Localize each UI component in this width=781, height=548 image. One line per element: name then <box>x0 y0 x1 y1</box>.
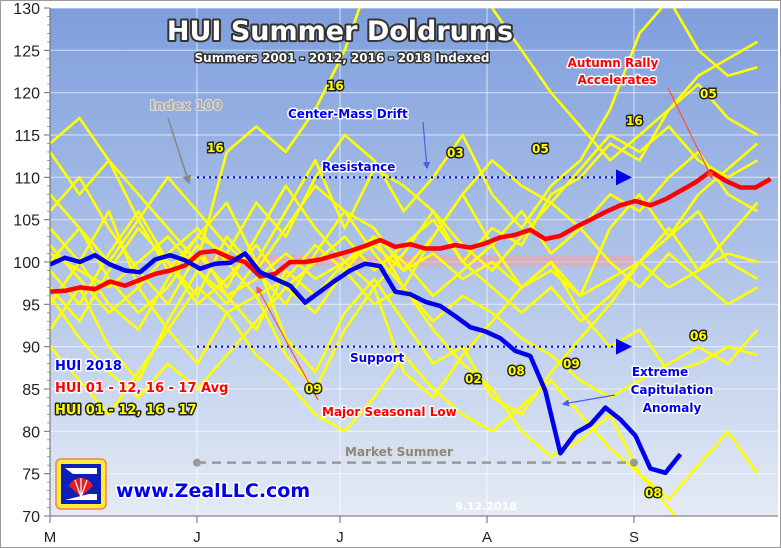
zeal-logo <box>55 458 107 510</box>
capitulation-label-line2: Capitulation <box>631 383 714 397</box>
legend-hui-years: HUI 01 - 12, 16 - 17 <box>55 403 197 418</box>
chart-subtitle: Summers 2001 - 2012, 2016 - 2018 Indexed <box>195 51 490 65</box>
y-tick-label: 130 <box>13 1 40 18</box>
y-tick-label: 70 <box>22 509 40 526</box>
hui-avg-line <box>50 169 772 294</box>
year-label: 05 <box>532 142 549 156</box>
hui-year-line <box>50 209 759 399</box>
major-low-arrow <box>256 285 319 401</box>
market-summer-start-dot <box>193 458 201 467</box>
year-label: 09 <box>305 382 322 396</box>
major-low-label: Major Seasonal Low <box>322 405 457 419</box>
y-tick-label: 95 <box>22 297 40 314</box>
y-tick-label: 105 <box>13 213 40 230</box>
market-summer-end-dot <box>630 458 638 467</box>
year-label: 16 <box>207 141 224 155</box>
y-tick-label: 100 <box>13 255 40 272</box>
y-tick-label: 125 <box>13 43 40 60</box>
level-lines <box>193 169 638 467</box>
x-tick-label: J <box>193 529 201 546</box>
main-series <box>50 169 772 476</box>
year-label: 09 <box>563 357 580 371</box>
year-label: 05 <box>700 87 717 101</box>
year-label: 16 <box>626 114 643 128</box>
y-tick-label: 115 <box>14 128 40 145</box>
legend-hui-2018: HUI 2018 <box>55 359 122 374</box>
y-tick-label: 85 <box>22 382 40 399</box>
date-stamp: 9.12.2018 <box>455 500 517 513</box>
hui-2018-line <box>50 251 683 476</box>
year-labels: 16 16 03 05 16 05 02 08 09 09 06 08 <box>206 78 719 502</box>
y-tick-label: 75 <box>22 467 40 484</box>
hui-year-line <box>50 286 759 501</box>
autumn-rally-arrow <box>667 87 713 180</box>
resistance-label: Resistance <box>322 160 395 174</box>
year-label: 03 <box>447 146 464 160</box>
support-label: Support <box>350 351 405 365</box>
index-100-band <box>197 255 634 266</box>
year-label: 08 <box>508 364 525 378</box>
year-label: 02 <box>465 372 482 386</box>
year-label: 16 <box>327 79 344 93</box>
hui-year-line <box>50 150 759 306</box>
center-mass-drift-label: Center-Mass Drift <box>288 107 408 121</box>
y-tick-label: 80 <box>22 424 40 441</box>
x-tick-label: M <box>44 529 57 546</box>
autumn-rally-label-line2: Accelerates <box>578 73 657 87</box>
capitulation-arrow <box>561 394 616 407</box>
hui-year-line <box>50 235 758 298</box>
legend-hui-avg: HUI 01 - 12, 16 - 17 Avg <box>55 381 228 396</box>
year-label: 08 <box>645 486 662 500</box>
chart-title: HUI Summer Doldrums <box>167 16 513 47</box>
index-100-label: Index 100 <box>150 99 222 114</box>
market-summer-label: Market Summer <box>345 445 453 459</box>
index-100-arrow <box>167 117 191 185</box>
hui-year-line <box>50 8 759 264</box>
year-label: 06 <box>690 329 707 343</box>
hui-year-line <box>50 8 758 331</box>
website-link[interactable]: www.ZealLLC.com <box>115 479 312 504</box>
y-tick-label: 120 <box>13 86 40 103</box>
y-tick-label: 90 <box>22 340 40 357</box>
capitulation-label-line1: Extreme <box>632 365 688 379</box>
x-tick-label: J <box>336 529 344 546</box>
y-tick-label: 110 <box>14 170 40 187</box>
x-tick-label: A <box>482 529 492 546</box>
center-mass-drift-arrow <box>422 121 431 170</box>
x-tick-label: S <box>629 529 639 546</box>
autumn-rally-label-line1: Autumn Rally <box>568 56 659 70</box>
capitulation-label-line3: Anomaly <box>643 401 702 415</box>
